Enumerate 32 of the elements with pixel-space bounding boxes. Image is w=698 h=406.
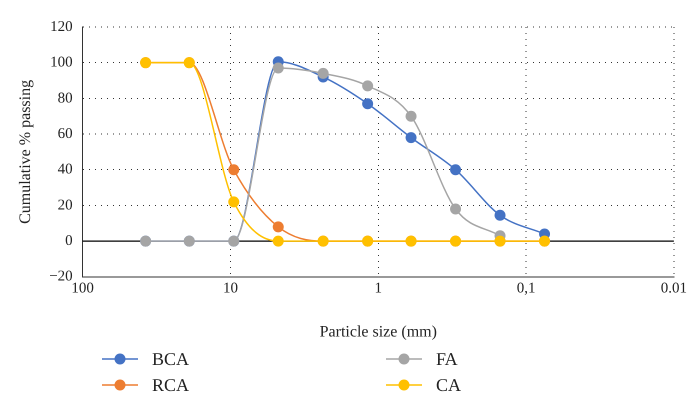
x-tick-label: 10 xyxy=(222,280,238,297)
x-tick-label: 100 xyxy=(71,280,94,297)
y-tick-label: 40 xyxy=(58,162,73,178)
y-tick-label: 0 xyxy=(65,233,73,250)
point xyxy=(272,62,284,74)
legend-label: CA xyxy=(436,374,462,396)
y-tick-label: 20 xyxy=(58,197,73,214)
point xyxy=(406,132,417,144)
point xyxy=(228,164,240,176)
legend-label: BCA xyxy=(152,348,190,370)
legend-label: FA xyxy=(436,348,458,370)
point xyxy=(272,236,284,247)
y-tick-label: 60 xyxy=(58,126,73,142)
point xyxy=(450,203,462,214)
y-tick-label: 100 xyxy=(50,54,73,71)
point xyxy=(318,68,329,79)
point xyxy=(228,196,240,208)
x-tick-label: 1 xyxy=(374,280,382,297)
x-tick-label: 0,1 xyxy=(516,280,536,297)
x-axis-title: Particle size (mm) xyxy=(320,324,437,341)
legend-label: RCA xyxy=(152,374,190,396)
y-axis-title: Cumulative % passing xyxy=(16,80,34,224)
point xyxy=(406,110,417,122)
x-tick-label: 0.01 xyxy=(660,280,687,297)
point xyxy=(362,80,374,92)
y-tick-label: 120 xyxy=(50,18,73,35)
point xyxy=(450,164,462,176)
point xyxy=(362,98,374,110)
y-tick-label: 80 xyxy=(58,90,73,106)
point xyxy=(494,210,506,221)
point xyxy=(272,221,284,232)
y-tick-label: −20 xyxy=(49,268,73,285)
